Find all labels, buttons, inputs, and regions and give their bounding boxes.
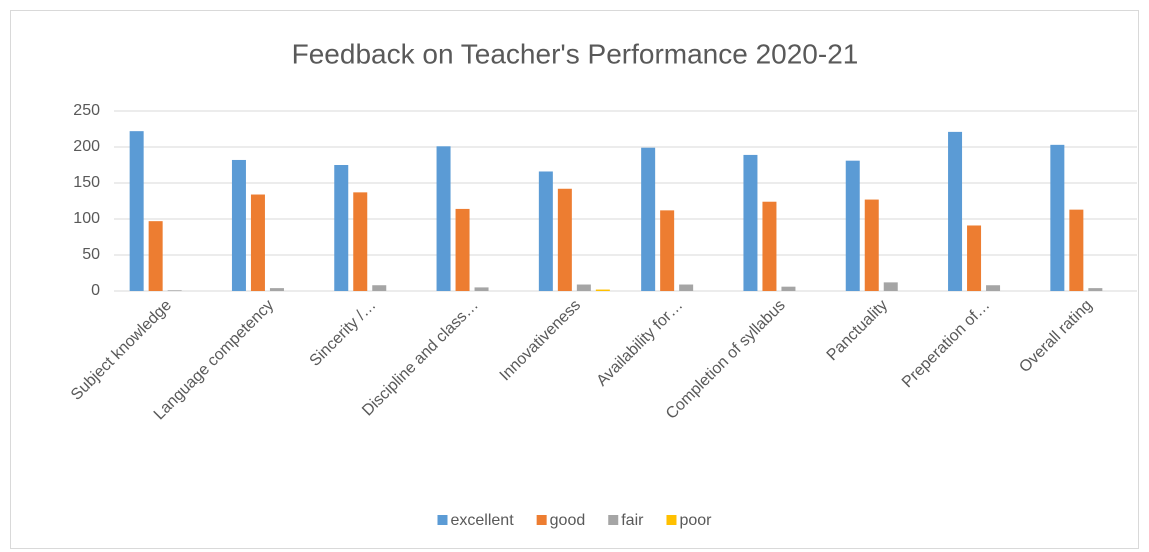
bar — [1069, 209, 1084, 291]
legend-swatch — [608, 515, 619, 525]
bar — [743, 154, 758, 291]
bar — [474, 287, 489, 291]
bar — [967, 225, 982, 291]
bar — [148, 221, 163, 291]
bar — [557, 188, 572, 291]
y-tick-label: 250 — [73, 102, 100, 119]
bar — [576, 284, 591, 291]
legend-label: poor — [679, 512, 712, 529]
bar — [353, 192, 368, 291]
legend-label: fair — [621, 512, 644, 529]
y-tick-label: 100 — [73, 210, 100, 227]
y-tick-label: 200 — [73, 138, 100, 155]
bar — [883, 282, 898, 291]
y-tick-label: 0 — [91, 282, 100, 299]
legend-swatch — [666, 515, 677, 525]
bar — [762, 201, 777, 291]
bar — [455, 208, 470, 291]
bar — [595, 289, 610, 291]
bar — [538, 171, 553, 291]
bar — [986, 285, 1001, 291]
bar — [334, 165, 349, 291]
bar — [660, 210, 675, 291]
bar — [845, 160, 860, 291]
bar — [372, 285, 387, 291]
bar — [948, 131, 963, 291]
bar — [129, 131, 144, 291]
bar — [1088, 288, 1103, 291]
chart-title: Feedback on Teacher's Performance 2020-2… — [292, 38, 859, 69]
bar — [250, 194, 265, 291]
legend-swatch — [536, 515, 547, 525]
bar — [1050, 144, 1065, 291]
bar — [864, 199, 879, 291]
legend-label: good — [550, 512, 586, 529]
y-tick-label: 150 — [73, 174, 100, 191]
bar — [231, 159, 246, 291]
legend-label: excellent — [450, 512, 514, 529]
bar — [781, 286, 796, 291]
bar — [269, 288, 284, 291]
bar — [679, 284, 694, 291]
legend-swatch — [437, 515, 448, 525]
bar — [436, 146, 451, 291]
bar — [167, 290, 182, 291]
bar — [641, 147, 656, 291]
y-tick-label: 50 — [82, 246, 100, 263]
